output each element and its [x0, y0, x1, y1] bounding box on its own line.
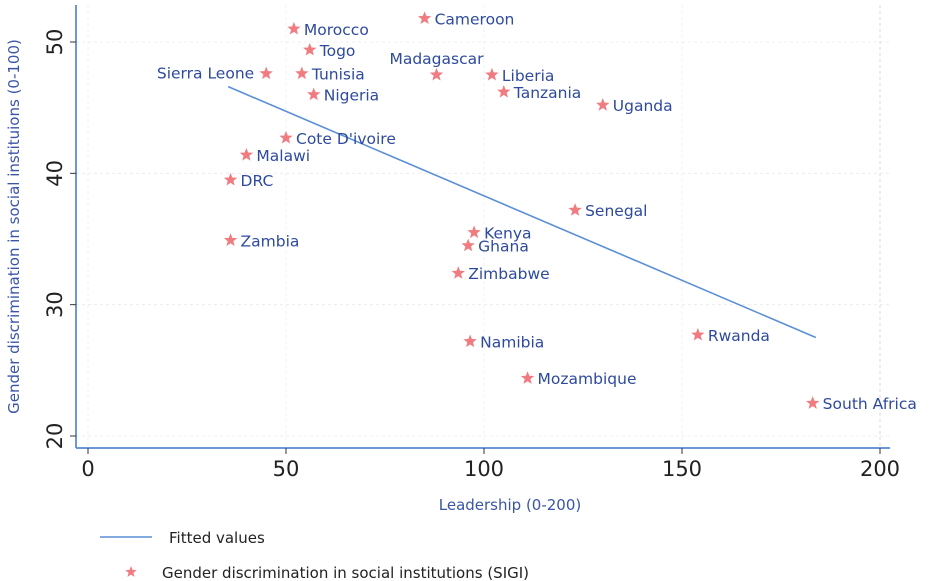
y-tick-label: 20 [43, 423, 67, 450]
data-point: Zimbabwe [451, 265, 550, 283]
point-label: Cote D'ivoire [296, 130, 396, 148]
star-marker-icon [451, 266, 465, 279]
data-point: South Africa [806, 395, 917, 413]
point-label: Madagascar [389, 50, 484, 68]
legend-star-icon [125, 566, 137, 577]
x-axis-title: Leadership (0-200) [439, 496, 582, 514]
x-tick-label: 0 [81, 457, 94, 481]
fitted-line-group [227, 85, 817, 339]
data-point: Ghana [461, 238, 529, 256]
x-tick-label: 200 [860, 457, 900, 481]
data-point: Uganda [596, 97, 673, 115]
x-tick-label: 100 [464, 457, 504, 481]
data-point: DRC [223, 172, 274, 190]
y-axis-title: Gender discrimination in social institui… [5, 39, 23, 414]
x-axis-ticks: 0 50 100 150 200 [81, 448, 900, 481]
x-tick-label: 50 [273, 457, 300, 481]
data-point: Tunisia [295, 66, 365, 84]
data-point: Sierra Leone [157, 65, 273, 83]
data-point: Cote D'ivoire [279, 130, 396, 148]
point-label: Senegal [585, 202, 647, 220]
point-label: South Africa [823, 395, 917, 413]
star-marker-icon [223, 233, 238, 246]
star-marker-icon [303, 42, 317, 56]
point-label: Kenya [484, 224, 531, 242]
star-marker-icon [279, 130, 293, 144]
point-label: Tunisia [311, 66, 365, 84]
data-point: Tanzania [497, 84, 581, 102]
star-marker-icon [806, 396, 820, 409]
star-marker-icon [596, 98, 610, 111]
point-label: Mozambique [538, 370, 637, 388]
data-point: Zambia [223, 232, 300, 250]
data-point: Senegal [568, 202, 647, 220]
point-label: Togo [319, 42, 356, 60]
star-marker-icon [497, 84, 511, 98]
star-marker-icon [429, 67, 444, 81]
point-label: Tanzania [513, 84, 582, 102]
data-point: Rwanda [691, 327, 770, 345]
legend: Fitted values Gender discrimination in s… [100, 529, 529, 581]
point-label: Malawi [256, 147, 310, 165]
star-marker-icon [307, 87, 321, 101]
star-marker-icon [295, 66, 309, 80]
data-point: Namibia [463, 333, 544, 351]
star-marker-icon [259, 66, 273, 80]
y-tick-label: 50 [43, 29, 67, 56]
data-point: Liberia [485, 67, 554, 85]
scatter-points: Morocco Cameroon Togo Sierra Leone Tunisia Ma… [157, 10, 917, 413]
star-marker-icon [239, 147, 254, 161]
point-label: Zimbabwe [468, 265, 549, 283]
point-label: Zambia [241, 232, 300, 250]
star-marker-icon [223, 172, 238, 186]
point-label: Ghana [478, 238, 529, 256]
star-marker-icon [568, 203, 582, 216]
point-label: Cameroon [435, 10, 515, 28]
y-tick-label: 40 [43, 160, 67, 187]
star-marker-icon [461, 238, 475, 252]
legend-label-fitted: Fitted values [169, 529, 265, 547]
data-point: Nigeria [307, 87, 379, 105]
star-marker-icon [691, 327, 705, 341]
star-marker-icon [485, 67, 499, 81]
point-label: Liberia [502, 67, 555, 85]
legend-label-sigi: Gender discrimination in social institut… [162, 564, 529, 581]
axes [75, 5, 890, 449]
star-marker-icon [417, 11, 432, 25]
point-label: Uganda [613, 97, 673, 115]
star-marker-icon [467, 225, 481, 239]
grid-lines [76, 5, 890, 448]
point-label: Nigeria [324, 87, 379, 105]
data-point: Togo [303, 42, 355, 60]
star-marker-icon [287, 21, 301, 35]
data-point: Malawi [239, 147, 310, 165]
data-point: Kenya [467, 224, 532, 242]
data-point: Morocco [287, 21, 369, 39]
star-marker-icon [520, 371, 535, 384]
point-label: Namibia [480, 333, 544, 351]
point-label: Morocco [304, 21, 369, 39]
point-label: Rwanda [708, 327, 770, 345]
data-point: Mozambique [520, 370, 637, 388]
x-tick-label: 150 [662, 457, 702, 481]
point-label: Sierra Leone [157, 65, 254, 83]
y-tick-label: 30 [43, 291, 67, 318]
data-point: Madagascar [389, 50, 484, 81]
point-label: DRC [241, 172, 274, 190]
data-point: Cameroon [417, 10, 515, 28]
y-axis-ticks: 20 30 40 50 [43, 29, 76, 450]
star-marker-icon [463, 334, 477, 348]
fitted-line [227, 85, 817, 339]
